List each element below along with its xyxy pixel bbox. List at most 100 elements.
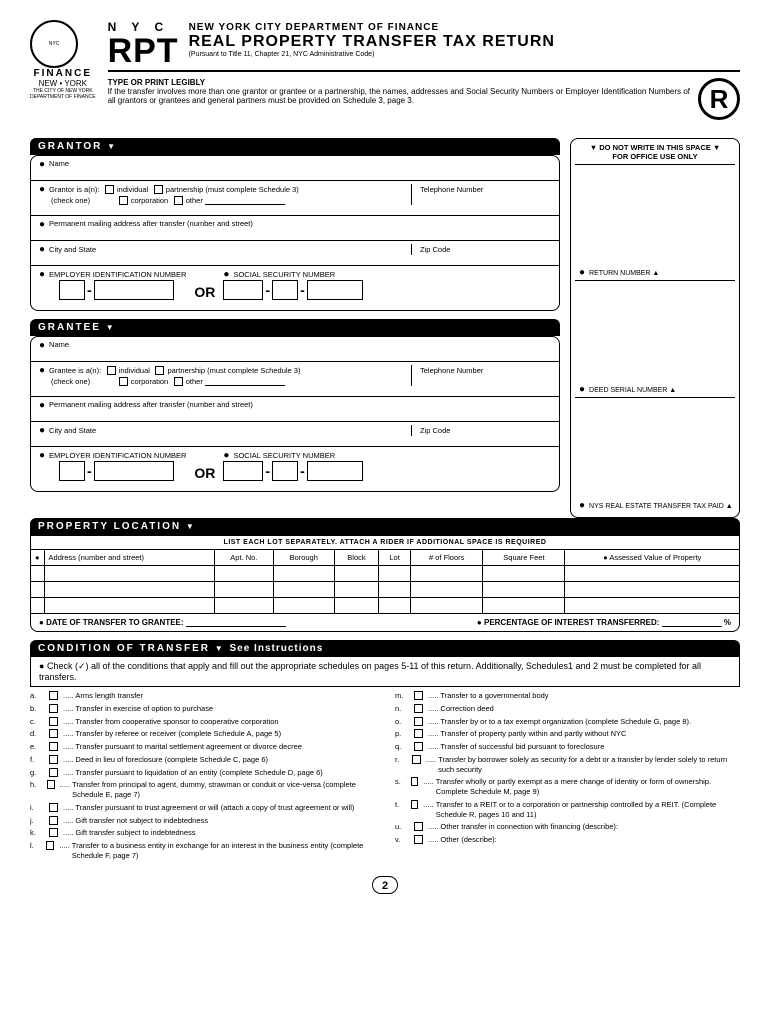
- city-tiny2: DEPARTMENT OF FINANCE: [30, 94, 96, 100]
- condition-checkbox[interactable]: [414, 691, 423, 700]
- condition-checkbox[interactable]: [46, 841, 54, 850]
- grantor-name-row[interactable]: ●Name: [31, 156, 559, 181]
- date-blank[interactable]: [186, 618, 286, 627]
- condition-checkbox[interactable]: [411, 800, 419, 809]
- city-state-cell[interactable]: ●City and State: [39, 244, 403, 255]
- other-checkbox[interactable]: [174, 196, 183, 205]
- pct-blank[interactable]: [662, 618, 722, 627]
- grantee-title: GRANTEE: [38, 322, 101, 333]
- table-row[interactable]: [31, 598, 739, 614]
- condition-checkbox[interactable]: [412, 755, 420, 764]
- condition-item: j......Gift transfer not subject to inde…: [30, 816, 375, 826]
- grantor-ein-row: ●EMPLOYER IDENTIFICATION NUMBER - OR ●SO…: [31, 266, 559, 310]
- conditions-list: a......Arms length transferb......Transf…: [30, 691, 740, 864]
- other-checkbox[interactable]: [174, 377, 183, 386]
- title-block: N Y C RPT NEW YORK CITY DEPARTMENT OF FI…: [108, 20, 740, 130]
- ein-box[interactable]: [59, 280, 85, 300]
- condition-item: m......Transfer to a governmental body: [395, 691, 740, 701]
- condition-checkbox[interactable]: [49, 755, 58, 764]
- conditions-right: m......Transfer to a governmental body n.…: [395, 691, 740, 864]
- ein-box[interactable]: [94, 461, 174, 481]
- nys-tax-section: ●NYS REAL ESTATE TRANSFER TAX PAID ▲: [575, 398, 735, 513]
- condition-item: f......Deed in lieu of foreclosure (comp…: [30, 755, 375, 765]
- grantee-box: ●Name ●Grantee is a(n): individual partn…: [30, 336, 560, 492]
- condition-checkbox[interactable]: [414, 729, 423, 738]
- grantee-address-row[interactable]: ●Permanent mailing address after transfe…: [31, 397, 559, 422]
- condition-checkbox[interactable]: [49, 691, 58, 700]
- form-title: REAL PROPERTY TRANSFER TAX RETURN: [189, 33, 555, 51]
- condition-checkbox[interactable]: [49, 828, 58, 837]
- grantee-city-row: ●City and State Zip Code: [31, 422, 559, 447]
- grantor-type-row: ●Grantor is a(n): individual partnership…: [31, 181, 559, 216]
- office-box: ▼ DO NOT WRITE IN THIS SPACE ▼ FOR OFFIC…: [570, 138, 740, 518]
- condition-item: b......Transfer in exercise of option to…: [30, 704, 375, 714]
- table-row[interactable]: [31, 566, 739, 582]
- r-circle-icon: R: [698, 78, 740, 120]
- corporation-checkbox[interactable]: [119, 377, 128, 386]
- table-row[interactable]: [31, 582, 739, 598]
- other-blank[interactable]: [205, 377, 285, 386]
- typeprint: TYPE OR PRINT LEGIBLY: [108, 78, 690, 87]
- condition-item: k......Gift transfer subject to indebted…: [30, 828, 375, 838]
- ssn-box[interactable]: [272, 461, 298, 481]
- condition-checkbox[interactable]: [414, 822, 423, 831]
- grantee-bar: GRANTEE ▼: [30, 319, 560, 336]
- condition-checkbox[interactable]: [414, 717, 423, 726]
- ssn-box[interactable]: [223, 461, 263, 481]
- conditions-left: a......Arms length transferb......Transf…: [30, 691, 375, 864]
- partnership-checkbox[interactable]: [154, 185, 163, 194]
- name-label: Name: [49, 159, 69, 170]
- condition-checkbox[interactable]: [49, 803, 58, 812]
- condition-item: u......Other transfer in connection with…: [395, 822, 740, 832]
- title-text: NEW YORK CITY DEPARTMENT OF FINANCE REAL…: [189, 20, 555, 58]
- condition-checkbox[interactable]: [49, 729, 58, 738]
- condition-item: h......Transfer from principal to agent,…: [30, 780, 375, 800]
- condition-checkbox[interactable]: [411, 777, 419, 786]
- property-table: ● Address (number and street) Apt. No. B…: [31, 549, 739, 614]
- individual-checkbox[interactable]: [105, 185, 114, 194]
- main-layout: GRANTOR ▼ ●Name ●Grantor is a(n): indivi…: [30, 138, 740, 518]
- property-box: LIST EACH LOT SEPARATELY. ATTACH A RIDER…: [30, 535, 740, 632]
- condition-checkbox[interactable]: [414, 835, 423, 844]
- telephone-cell[interactable]: Telephone Number: [411, 365, 551, 386]
- condition-item: r......Transfer by borrower solely as se…: [395, 755, 740, 775]
- return-number-section: ●RETURN NUMBER ▲: [575, 165, 735, 281]
- zip-cell[interactable]: Zip Code: [411, 244, 551, 255]
- newyork-label: NEW • YORK: [30, 79, 96, 88]
- grantor-bar: GRANTOR ▼: [30, 138, 560, 155]
- condition-checkbox[interactable]: [49, 704, 58, 713]
- condition-checkbox[interactable]: [49, 742, 58, 751]
- condition-checkbox[interactable]: [414, 742, 423, 751]
- ein-box[interactable]: [94, 280, 174, 300]
- property-bar: PROPERTY LOCATION ▼: [30, 518, 740, 535]
- condition-item: n......Correction deed: [395, 704, 740, 714]
- ssn-box[interactable]: [223, 280, 263, 300]
- condition-item: q......Transfer of successful bid pursua…: [395, 742, 740, 752]
- condition-item: s......Transfer wholly or partly exempt …: [395, 777, 740, 797]
- condition-checkbox[interactable]: [49, 768, 58, 777]
- ssn-box[interactable]: [272, 280, 298, 300]
- city-state-cell[interactable]: ●City and State: [39, 425, 403, 436]
- condition-checkbox[interactable]: [49, 816, 58, 825]
- condition-checkbox[interactable]: [49, 717, 58, 726]
- grantor-address-row[interactable]: ●Permanent mailing address after transfe…: [31, 216, 559, 241]
- condition-bar: CONDITION OF TRANSFER ▼ See Instructions: [30, 640, 740, 657]
- ssn-box[interactable]: [307, 280, 363, 300]
- grantee-name-row[interactable]: ●Name: [31, 337, 559, 362]
- condition-checkbox[interactable]: [47, 780, 55, 789]
- or-label: OR: [194, 284, 215, 300]
- dept-line: NEW YORK CITY DEPARTMENT OF FINANCE: [189, 22, 555, 33]
- ein-box[interactable]: [59, 461, 85, 481]
- corporation-checkbox[interactable]: [119, 196, 128, 205]
- telephone-cell[interactable]: Telephone Number: [411, 184, 551, 205]
- other-blank[interactable]: [205, 196, 285, 205]
- condition-checkbox[interactable]: [414, 704, 423, 713]
- check-instruction: ● Check (✓) all of the conditions that a…: [30, 657, 740, 687]
- grantor-title: GRANTOR: [38, 141, 102, 152]
- table-header-row: ● Address (number and street) Apt. No. B…: [31, 550, 739, 566]
- ssn-box[interactable]: [307, 461, 363, 481]
- zip-cell[interactable]: Zip Code: [411, 425, 551, 436]
- condition-item: t......Transfer to a REIT or to a corpor…: [395, 800, 740, 820]
- individual-checkbox[interactable]: [107, 366, 116, 375]
- partnership-checkbox[interactable]: [155, 366, 164, 375]
